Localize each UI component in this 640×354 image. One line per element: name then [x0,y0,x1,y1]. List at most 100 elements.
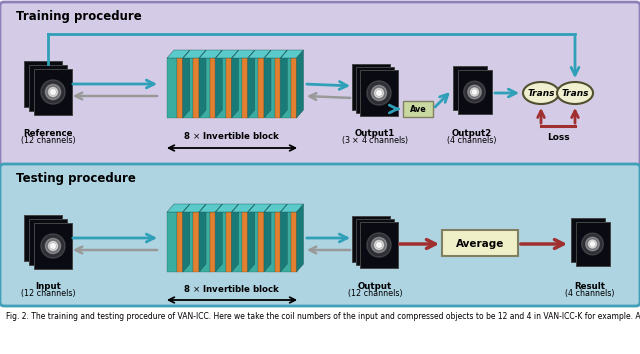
Polygon shape [281,204,303,212]
Text: Ave: Ave [410,105,426,114]
FancyBboxPatch shape [291,212,296,272]
FancyBboxPatch shape [24,61,62,107]
Text: (4 channels): (4 channels) [447,136,497,145]
Circle shape [367,81,391,105]
Circle shape [359,75,383,99]
FancyBboxPatch shape [242,212,248,272]
FancyBboxPatch shape [177,58,183,118]
Text: Result: Result [575,282,605,291]
FancyBboxPatch shape [209,58,215,118]
Text: Training procedure: Training procedure [16,10,141,23]
Circle shape [49,87,58,97]
Circle shape [45,238,61,253]
FancyBboxPatch shape [209,212,215,272]
FancyBboxPatch shape [356,219,394,265]
Polygon shape [183,204,206,212]
Ellipse shape [557,82,593,104]
Circle shape [586,237,599,251]
Polygon shape [248,50,271,58]
FancyBboxPatch shape [248,212,259,272]
Polygon shape [216,50,239,58]
Circle shape [44,238,52,246]
Circle shape [591,242,595,246]
Circle shape [41,80,65,104]
Circle shape [374,240,383,250]
Circle shape [367,233,391,257]
FancyBboxPatch shape [356,67,394,113]
Polygon shape [232,204,239,272]
FancyBboxPatch shape [177,212,183,272]
Circle shape [371,238,387,253]
FancyBboxPatch shape [259,58,264,118]
FancyBboxPatch shape [226,58,232,118]
FancyBboxPatch shape [242,58,248,118]
Polygon shape [183,204,189,272]
Circle shape [369,237,373,241]
Circle shape [367,234,383,250]
Circle shape [588,240,596,248]
FancyBboxPatch shape [200,58,209,118]
Circle shape [38,233,47,242]
FancyBboxPatch shape [193,58,199,118]
Circle shape [36,230,60,254]
Circle shape [41,234,65,258]
Circle shape [40,80,56,96]
FancyBboxPatch shape [442,230,518,256]
Polygon shape [248,50,255,118]
Circle shape [45,84,61,99]
Circle shape [35,230,51,246]
Circle shape [359,227,383,251]
Circle shape [40,234,56,250]
Text: Average: Average [456,239,504,249]
Circle shape [363,78,387,102]
FancyBboxPatch shape [275,212,280,272]
FancyBboxPatch shape [275,58,280,118]
Polygon shape [296,204,303,272]
Polygon shape [264,204,287,212]
FancyBboxPatch shape [183,212,193,272]
Polygon shape [232,50,255,58]
FancyBboxPatch shape [34,223,72,269]
Circle shape [45,86,51,90]
Polygon shape [167,50,189,58]
Circle shape [582,233,604,255]
FancyBboxPatch shape [0,164,640,306]
Polygon shape [215,50,222,118]
FancyBboxPatch shape [360,222,398,268]
Circle shape [371,85,380,95]
Polygon shape [264,204,271,272]
Polygon shape [280,50,287,118]
Circle shape [472,90,477,94]
Text: Reference: Reference [23,129,73,138]
Polygon shape [264,50,287,58]
Circle shape [367,82,383,98]
FancyBboxPatch shape [232,212,242,272]
Circle shape [377,243,381,247]
Text: Output2: Output2 [452,129,492,138]
Circle shape [51,244,55,248]
Circle shape [364,232,379,247]
Circle shape [463,81,476,95]
Polygon shape [281,50,303,58]
Circle shape [36,76,60,100]
FancyBboxPatch shape [232,58,242,118]
Polygon shape [248,204,255,272]
FancyBboxPatch shape [264,58,275,118]
Polygon shape [248,204,271,212]
Circle shape [468,85,481,99]
Circle shape [35,76,51,92]
Text: Loss: Loss [547,133,570,142]
FancyBboxPatch shape [29,65,67,111]
FancyBboxPatch shape [281,58,291,118]
Text: (12 channels): (12 channels) [348,289,403,298]
FancyBboxPatch shape [200,212,209,272]
Text: (3 $\times$ 4 channels): (3 $\times$ 4 channels) [341,134,409,146]
Ellipse shape [523,82,559,104]
FancyBboxPatch shape [216,212,226,272]
Circle shape [41,82,45,86]
FancyBboxPatch shape [24,215,62,261]
Polygon shape [200,50,222,58]
FancyBboxPatch shape [248,58,259,118]
Polygon shape [200,204,222,212]
Polygon shape [183,50,189,118]
